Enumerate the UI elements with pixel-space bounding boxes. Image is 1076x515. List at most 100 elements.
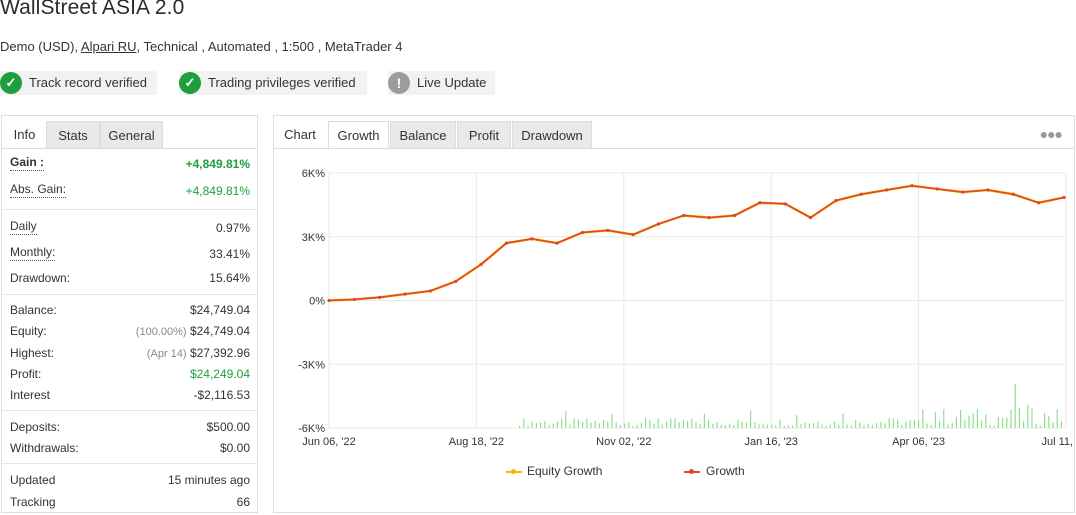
tab-balance[interactable]: Balance (390, 121, 456, 148)
growth-point (1062, 195, 1066, 200)
stat-label: Drawdown: (10, 271, 71, 285)
growth-point (808, 216, 813, 220)
badge-label: Live Update (417, 75, 487, 90)
stat-label: Profit: (10, 367, 42, 381)
tab-drawdown[interactable]: Drawdown (512, 121, 592, 148)
volume-bar (712, 423, 714, 428)
volume-bar (1006, 417, 1008, 428)
volume-bar (955, 417, 957, 428)
volume-bar (1010, 409, 1012, 428)
chart-panel: Chart Growth Balance Profit Drawdown ●●●… (273, 115, 1075, 513)
volume-bar (855, 420, 857, 428)
volume-bar (703, 413, 705, 428)
volume-bar (636, 424, 638, 428)
stat-label[interactable]: Monthly: (10, 245, 56, 261)
volume-bar (993, 425, 995, 428)
volume-bar (792, 425, 794, 428)
stats-tabs: Info Stats General (2, 116, 257, 149)
growth-point (834, 199, 838, 203)
volume-bar (947, 424, 949, 428)
volume-bar (603, 419, 605, 428)
volume-bar (892, 418, 894, 428)
stat-label: Balance: (10, 303, 57, 317)
stat-equity: Equity: (100.00%) $24,749.04 (10, 322, 250, 340)
check-icon: ✓ (179, 72, 201, 94)
equity-growth-line (328, 184, 1065, 302)
tab-stats[interactable]: Stats (46, 121, 100, 148)
volume-bar (552, 423, 554, 428)
tab-profit[interactable]: Profit (457, 121, 511, 148)
volume-bar (901, 424, 903, 428)
tab-chart[interactable]: Chart (278, 121, 322, 148)
growth-point (910, 184, 914, 188)
live-update-badge[interactable]: ! Live Update (388, 71, 495, 95)
volume-bar (661, 424, 663, 428)
volume-bar (951, 423, 953, 428)
volume-bar (624, 423, 626, 428)
volume-bar (754, 422, 756, 428)
volume-bar (607, 421, 609, 428)
volume-bar (918, 419, 920, 428)
volume-bar (871, 425, 873, 428)
stat-deposits: Deposits: $500.00 (10, 418, 250, 436)
volume-bar (586, 418, 588, 428)
volume-bar (897, 419, 899, 428)
account-type: Demo (USD), (0, 39, 79, 54)
stat-value: 33.41% (209, 247, 250, 261)
stat-label: Deposits: (10, 420, 61, 434)
growth-point (555, 241, 559, 245)
volume-bar (531, 421, 533, 428)
stat-label[interactable]: Gain : (10, 155, 45, 171)
stat-value: -$2,116.53 (193, 388, 251, 402)
growth-point (707, 216, 711, 220)
volume-bar (997, 417, 999, 428)
y-tick-label: 6K% (302, 168, 325, 180)
x-tick-label: Apr 06, '23 (892, 436, 945, 448)
growth-line (328, 184, 1065, 302)
badge-label: Track record verified (29, 75, 147, 90)
volume-bar (653, 423, 655, 428)
volume-bar (926, 423, 928, 428)
stat-label: Updated (10, 473, 56, 487)
check-icon: ✓ (0, 72, 22, 94)
volume-bar (1048, 416, 1050, 428)
volume-bar (535, 423, 537, 428)
tab-info[interactable]: Info (4, 121, 45, 148)
volume-bar (943, 409, 945, 428)
volume-bar (519, 426, 521, 428)
more-options-icon[interactable]: ●●● (1039, 126, 1063, 142)
badge-label: Trading privileges verified (208, 75, 356, 90)
stat-label[interactable]: Daily (10, 219, 37, 235)
trading-privileges-badge[interactable]: ✓ Trading privileges verified (179, 71, 367, 95)
stat-value: 15.64% (209, 271, 250, 285)
legend-equity-growth[interactable]: Equity Growth (527, 464, 603, 478)
volume-bar (649, 420, 651, 428)
volume-bar (863, 425, 865, 428)
volume-bar (527, 425, 529, 428)
stat-value: 15 minutes ago (167, 473, 250, 487)
volume-bar (741, 421, 743, 428)
y-tick-label: -6K% (298, 423, 325, 435)
legend-growth[interactable]: Growth (706, 464, 745, 478)
broker-link[interactable]: Alpari RU (80, 39, 137, 54)
stat-value: $24,249.04 (189, 367, 250, 381)
volume-bar (771, 424, 773, 428)
volume-bar (708, 419, 710, 428)
x-tick-label: Jan 16, '23 (744, 436, 797, 448)
volume-bar (913, 419, 915, 428)
stat-label[interactable]: Abs. Gain: (10, 182, 67, 198)
volume-bar (569, 424, 571, 428)
stat-gain: Gain : +4,849.81% (10, 155, 250, 173)
stat-interest: Interest -$2,116.53 (10, 386, 250, 404)
volume-bar (598, 423, 600, 428)
stat-monthly: Monthly: 33.41% (10, 245, 250, 263)
growth-point (504, 241, 509, 245)
stat-withdrawals: Withdrawals: $0.00 (10, 439, 250, 457)
volume-bar (846, 424, 848, 428)
stat-updated: Updated 15 minutes ago (10, 471, 250, 489)
volume-bar (888, 418, 890, 428)
tab-growth[interactable]: Growth (328, 121, 389, 148)
volume-bar (829, 424, 831, 428)
tab-general[interactable]: General (100, 121, 163, 148)
track-record-badge[interactable]: ✓ Track record verified (0, 71, 157, 95)
